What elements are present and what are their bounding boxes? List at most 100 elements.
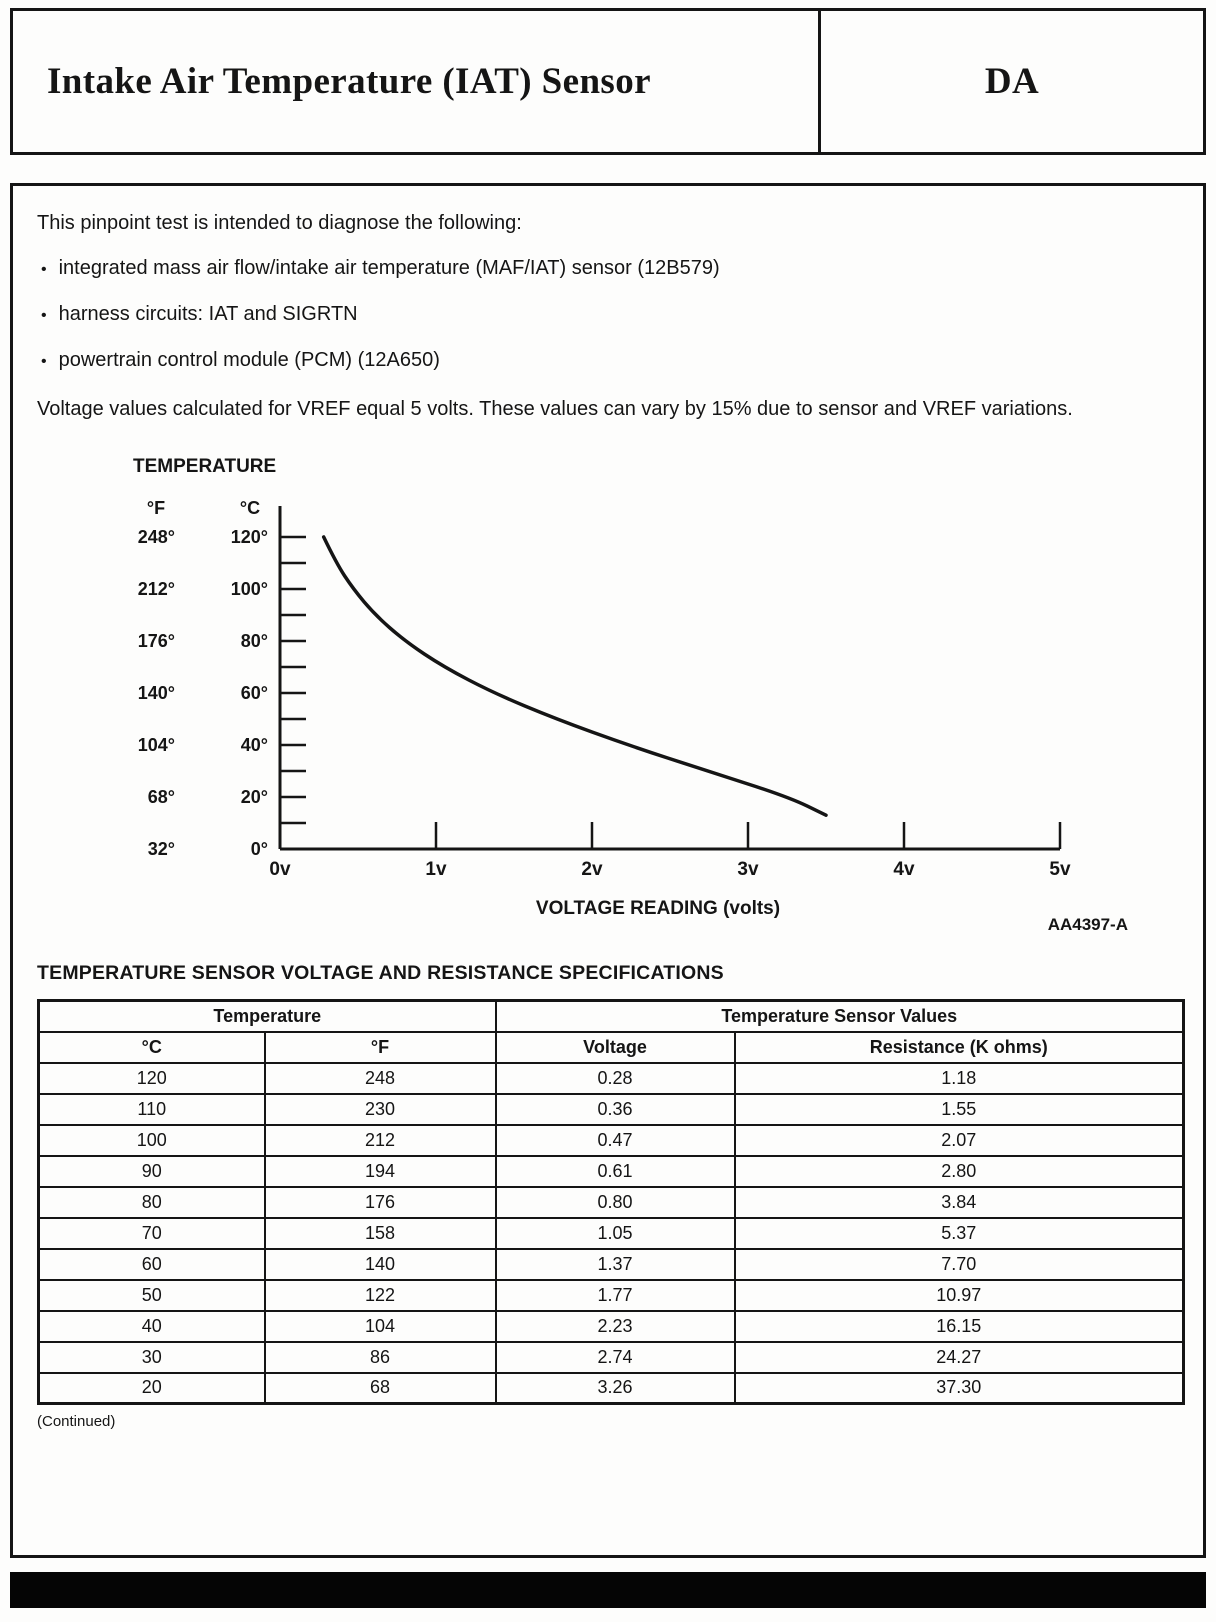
table-cell: 2.23 [494,1309,736,1343]
y-axis-label-c: 60° [241,683,268,703]
document-header: Intake Air Temperature (IAT) Sensor DA [10,8,1206,155]
header-title-cell: Intake Air Temperature (IAT) Sensor [13,11,821,152]
table-cell: 230 [263,1092,497,1126]
bullet-text: powertrain control module (PCM) (12A650) [58,349,440,371]
column-header-voltage: Voltage [494,1030,736,1064]
table-row: 50 122 1.77 10.97 [37,1278,1185,1312]
group-header-temperature: Temperature [37,999,497,1033]
bullet-list: • integrated mass air flow/intake air tem… [37,257,1179,372]
table-cell: 0.61 [494,1154,736,1188]
table-row: 20 68 3.26 37.30 [37,1371,1185,1405]
temperature-curve [321,535,828,817]
bullet-text: integrated mass air flow/intake air temp… [58,257,720,279]
group-header-sensor-values: Temperature Sensor Values [494,999,1185,1033]
table-cell: 0.28 [494,1061,736,1095]
table-cell: 1.05 [494,1216,736,1250]
table-cell: 176 [263,1185,497,1219]
page-title: Intake Air Temperature (IAT) Sensor [47,61,651,102]
table-cell: 1.37 [494,1247,736,1281]
group-header-row: Temperature Temperature Sensor Values [37,999,1185,1033]
table-cell: 1.77 [494,1278,736,1312]
table-cell: 7.70 [733,1247,1185,1281]
y-axis-label-f: 32° [148,839,175,859]
column-header-celsius: °C [37,1030,266,1064]
table-section-title: TEMPERATURE SENSOR VOLTAGE AND RESISTANC… [37,962,724,984]
column-header-row: °C °F Voltage Resistance (K ohms) [37,1030,1185,1064]
vref-note-text: Voltage values calculated for VREF equal… [37,398,1073,420]
table-cell: 212 [263,1123,497,1157]
bottom-bar [10,1572,1206,1608]
table-cell: 2.74 [494,1340,736,1374]
y-axis-label-f: 212° [138,579,175,599]
table-cell: 194 [263,1154,497,1188]
table-cell: 60 [37,1247,266,1281]
table-cell: 158 [263,1216,497,1250]
table-row: 90 194 0.61 2.80 [37,1154,1185,1188]
continued-note: (Continued) [37,1413,116,1430]
table-cell: 2.07 [733,1123,1185,1157]
x-axis-label: 2v [581,859,603,880]
table-row: 120 248 0.28 1.18 [37,1061,1185,1095]
table-cell: 3.84 [733,1185,1185,1219]
y-axis-label-c: 120° [231,527,268,547]
table-row: 100 212 0.47 2.07 [37,1123,1185,1157]
table-cell: 40 [37,1309,266,1343]
table-row: 80 176 0.80 3.84 [37,1185,1185,1219]
bullet-icon: • [41,353,47,370]
y-axis-label-c: 40° [241,735,268,755]
table-cell: 0.47 [494,1123,736,1157]
y-axis-c-header: °C [240,498,260,518]
table-cell: 1.55 [733,1092,1185,1126]
bullet-text: harness circuits: IAT and SIGRTN [58,303,358,325]
table-cell: 100 [37,1123,266,1157]
table-cell: 0.80 [494,1185,736,1219]
spec-table-head: Temperature Temperature Sensor Values °C… [37,999,1185,1064]
y-axis-label-c: 20° [241,787,268,807]
y-axis-label-c: 100° [231,579,268,599]
table-row: 70 158 1.05 5.37 [37,1216,1185,1250]
table-cell: 90 [37,1154,266,1188]
intro-text: This pinpoint test is intended to diagno… [37,212,522,234]
section-code: DA [984,61,1040,102]
bullet-icon: • [41,307,47,324]
document-body: This pinpoint test is intended to diagno… [10,183,1206,1558]
y-axis-f-header: °F [147,498,165,518]
table-cell: 5.37 [733,1216,1185,1250]
table-cell: 248 [263,1061,497,1095]
y-axis-label-f: 68° [148,787,175,807]
table-cell: 104 [263,1309,497,1343]
bullet-item: • integrated mass air flow/intake air tem… [37,257,1179,280]
temperature-voltage-chart: TEMPERATURE °F °C 248° 120° 212° 100° 176° 80° 14… [37,444,1179,938]
table-cell: 20 [37,1371,266,1405]
table-row: 110 230 0.36 1.55 [37,1092,1185,1126]
table-cell: 10.97 [733,1278,1185,1312]
y-axis-label-c: 0° [251,839,268,859]
x-axis-label: 5v [1049,859,1071,880]
x-axis-label: 3v [737,859,759,880]
x-axis-label: 4v [893,859,915,880]
table-cell: 68 [263,1371,497,1405]
spec-table: Temperature Temperature Sensor Values °C… [37,999,1186,1405]
column-header-resistance: Resistance (K ohms) [733,1030,1185,1064]
bullet-icon: • [41,261,47,278]
y-axis-label-f: 104° [138,735,175,755]
bullet-item: • powertrain control module (PCM) (12A650… [37,349,1179,372]
y-axis-label-f: 176° [138,631,175,651]
table-row: 40 104 2.23 16.15 [37,1309,1185,1343]
table-cell: 1.18 [733,1061,1185,1095]
chart-title: TEMPERATURE [133,456,276,477]
table-cell: 0.36 [494,1092,736,1126]
x-axis-title: VOLTAGE READING (volts) [536,898,780,919]
table-cell: 3.26 [494,1371,736,1405]
table-cell: 2.80 [733,1154,1185,1188]
figure-reference: AA4397-A [1048,915,1128,934]
x-axis-label: 0v [269,859,291,880]
table-cell: 140 [263,1247,497,1281]
table-cell: 30 [37,1340,266,1374]
table-cell: 80 [37,1185,266,1219]
table-row: 60 140 1.37 7.70 [37,1247,1185,1281]
table-row: 30 86 2.74 24.27 [37,1340,1185,1374]
table-cell: 50 [37,1278,266,1312]
table-cell: 122 [263,1278,497,1312]
